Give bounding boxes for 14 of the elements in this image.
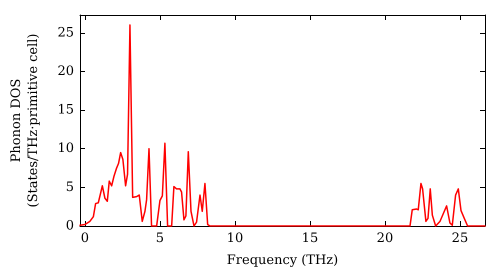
x-tick-label: 0 — [80, 231, 90, 246]
y-tick-label: 5 — [66, 180, 74, 195]
x-axis-title: Frequency (THz) — [226, 253, 338, 268]
x-tick-label: 25 — [452, 231, 468, 246]
y-tick-label: 0 — [66, 218, 74, 234]
y-tick-label: 20 — [57, 64, 74, 79]
y-tick-label: 15 — [57, 102, 74, 118]
y-tick-label: 25 — [57, 25, 74, 40]
x-tick-label: 20 — [376, 231, 394, 246]
y-tick-label: 10 — [57, 141, 74, 156]
x-tick-label: 15 — [302, 231, 318, 246]
x-tick-label: 5 — [156, 231, 164, 246]
y-axis-title: Phonon DOS (States/THz·primitive cell) — [9, 33, 41, 208]
x-tick-label: 10 — [226, 231, 244, 246]
